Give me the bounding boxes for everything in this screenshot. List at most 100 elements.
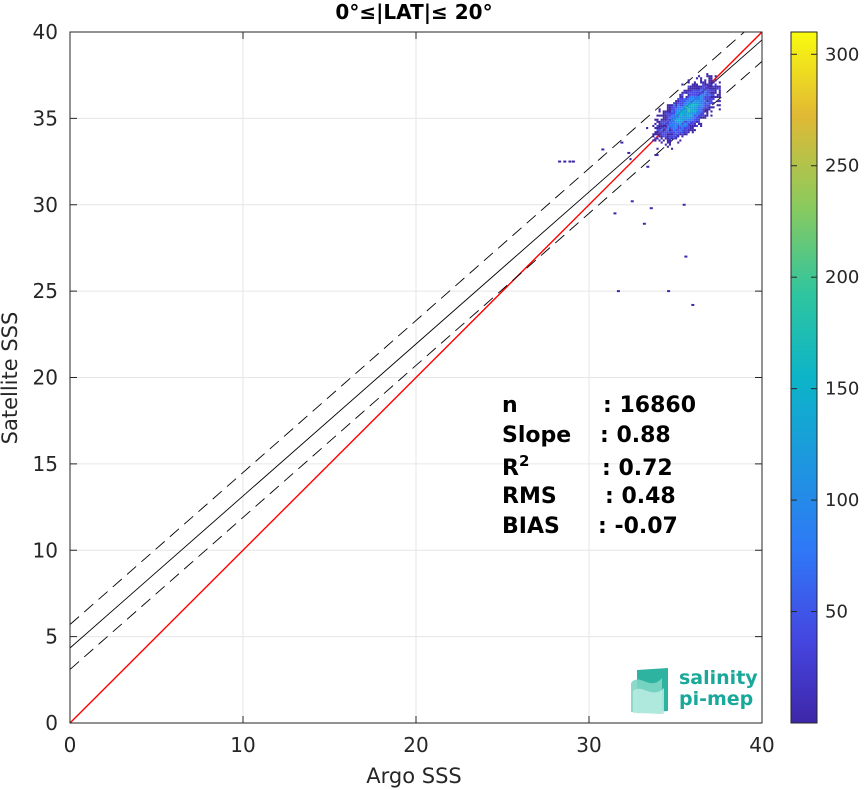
density-cell (654, 133, 657, 136)
density-cell (673, 110, 676, 113)
density-cell (693, 81, 696, 84)
density-cell (708, 102, 711, 105)
density-cell (679, 97, 682, 101)
density-cell (716, 100, 719, 103)
density-cell (691, 95, 694, 98)
density-cell (708, 100, 711, 103)
density-cell (691, 85, 694, 88)
density-cell (673, 137, 676, 140)
density-cell (708, 83, 711, 86)
density-cell (693, 93, 696, 96)
density-cell (708, 97, 711, 101)
density-cell (664, 120, 667, 123)
density-cell (689, 106, 692, 109)
density-cell (695, 95, 698, 98)
density-cell (677, 110, 680, 113)
density-cell (693, 116, 696, 119)
outlier-point (558, 160, 562, 163)
density-cell (681, 102, 684, 105)
density-cell (681, 83, 684, 86)
density-cell (706, 93, 709, 96)
y-axis-label: Satellite SSS (0, 312, 22, 445)
density-cell (693, 83, 696, 86)
density-cell (716, 104, 719, 107)
density-cell (666, 133, 669, 136)
density-cell (706, 108, 709, 111)
density-cell (666, 108, 669, 111)
density-cell (671, 127, 674, 130)
density-cell (675, 118, 678, 121)
density-cell (689, 102, 692, 105)
density-cell (681, 124, 684, 128)
outlier-point (563, 160, 567, 163)
density-cell (700, 100, 703, 103)
density-cell (660, 135, 663, 138)
density-cell (695, 124, 698, 128)
density-cell (685, 112, 688, 115)
density-cell (691, 104, 694, 107)
density-cell (658, 133, 661, 136)
density-cell (658, 139, 661, 142)
density-cell (689, 87, 692, 90)
density-cell (708, 104, 711, 107)
density-cell (668, 120, 672, 123)
density-cell (673, 135, 676, 138)
x-axis-label: Argo SSS (366, 764, 461, 788)
density-cell (712, 81, 715, 84)
density-cell (718, 91, 721, 94)
density-cell (691, 116, 694, 119)
density-cell (677, 118, 680, 121)
line-regression-rms (70, 32, 745, 625)
chart-title: 0°≤|LAT|≤ 20° (335, 0, 492, 24)
density-cell (683, 118, 686, 121)
colorbar-tick-label: 100 (825, 490, 859, 511)
density-cell (666, 127, 669, 130)
density-cell (687, 91, 690, 94)
density-cell (681, 100, 684, 103)
density-cell (673, 127, 676, 130)
density-cell (689, 108, 692, 111)
density-cell (664, 133, 667, 136)
density-cell (662, 139, 665, 142)
density-cell (693, 100, 696, 103)
density-cell (677, 100, 680, 103)
density-cell (706, 87, 709, 90)
density-cell (702, 89, 705, 92)
density-cell (671, 114, 674, 117)
density-cell (693, 106, 696, 109)
density-cell (658, 129, 661, 132)
density-cell (675, 124, 678, 128)
density-cell (704, 116, 707, 119)
density-cell (691, 110, 694, 113)
density-cell (704, 93, 707, 96)
density-cell (664, 129, 667, 132)
density-cell (718, 89, 721, 92)
density-cell (689, 93, 692, 96)
density-cell (673, 122, 676, 125)
density-cell (693, 118, 696, 121)
density-cell (675, 114, 678, 117)
density-cell (706, 91, 709, 94)
colorbar-tick-label: 300 (825, 44, 859, 65)
density-cell (691, 89, 694, 92)
stat-value: : 0.48 (605, 484, 676, 509)
density-cell (702, 114, 705, 117)
density-cell (679, 104, 682, 107)
density-cell (687, 104, 690, 107)
density-cell (681, 118, 684, 121)
density-cell (683, 91, 686, 94)
density-cell (656, 118, 659, 121)
density-cell (693, 85, 696, 88)
density-cell (679, 116, 682, 119)
density-cell (658, 108, 661, 111)
density-cell (656, 120, 659, 123)
density-cell (664, 124, 667, 128)
density-cell (668, 131, 672, 134)
colorbar-tick-label: 150 (825, 379, 859, 400)
density-cell (691, 120, 694, 123)
density-cell (677, 104, 680, 107)
density-cell (679, 139, 682, 142)
stat-value: : -0.07 (598, 514, 678, 539)
density-cell (697, 91, 701, 94)
density-cell (683, 108, 686, 111)
